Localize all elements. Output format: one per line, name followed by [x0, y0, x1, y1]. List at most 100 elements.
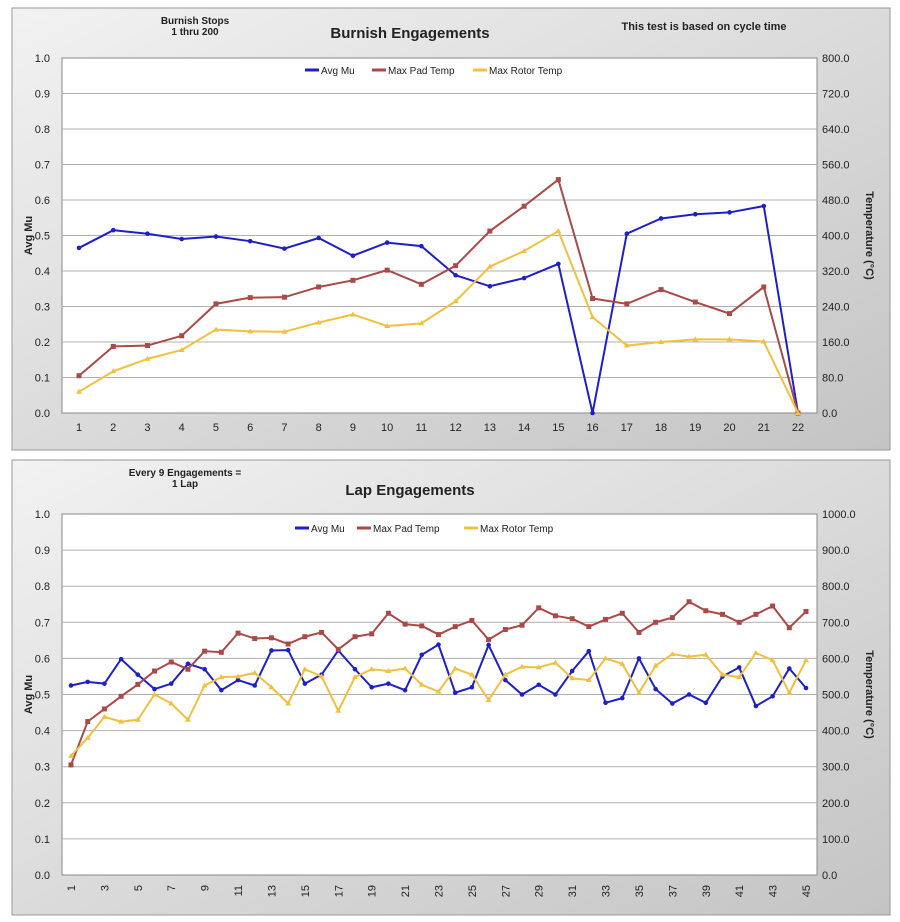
x-tick-label: 22 [792, 422, 804, 434]
data-point [110, 227, 116, 233]
y2-tick-label: 900.0 [822, 545, 850, 557]
data-point [135, 672, 141, 677]
data-point [218, 674, 225, 680]
data-point [218, 649, 224, 655]
x-tick-label: 23 [434, 885, 446, 897]
data-point [436, 632, 441, 638]
data-point [118, 656, 124, 662]
data-point [213, 234, 219, 239]
data-point [658, 339, 665, 344]
data-point [692, 299, 698, 305]
legend-label: Max Pad Temp [373, 524, 440, 535]
annotation-left: Every 9 Engagements = [129, 468, 242, 479]
data-point [770, 694, 775, 699]
x-tick-label: 1 [66, 885, 78, 891]
data-point [552, 613, 558, 619]
data-point [368, 666, 375, 672]
data-point [636, 629, 642, 635]
data-point [369, 631, 375, 637]
data-point [727, 311, 733, 317]
data-point [85, 679, 91, 685]
data-point [178, 346, 185, 352]
y-tick-label: 1.0 [35, 53, 50, 65]
data-point [652, 662, 659, 668]
x-tick-label: 19 [367, 885, 379, 897]
data-point [521, 248, 528, 254]
data-point [185, 666, 191, 672]
x-tick-label: 3 [144, 422, 150, 434]
x-tick-label: 9 [350, 422, 356, 434]
data-point [519, 692, 525, 697]
y2-axis-label: Temperature (°C) [863, 191, 875, 280]
x-tick-label: 19 [689, 422, 701, 434]
data-point [235, 673, 242, 679]
data-point [686, 599, 692, 605]
data-point [315, 319, 322, 325]
y-tick-label: 0.1 [35, 834, 50, 846]
data-point [281, 294, 287, 300]
y2-tick-label: 320.0 [822, 266, 850, 278]
data-point [385, 668, 392, 674]
x-tick-label: 1 [76, 422, 82, 434]
data-point [803, 608, 809, 614]
legend-label: Avg Mu [311, 524, 345, 535]
data-point [761, 284, 767, 290]
y2-tick-label: 0.0 [822, 870, 837, 882]
data-point [316, 235, 321, 241]
data-point [68, 683, 74, 688]
x-tick-label: 6 [247, 422, 253, 434]
x-tick-label: 17 [333, 885, 345, 897]
data-point [669, 651, 676, 657]
legend-label: Max Pad Temp [388, 66, 455, 77]
data-point [68, 752, 74, 758]
data-point [670, 701, 675, 706]
series-line-1 [78, 177, 799, 414]
data-point [68, 762, 74, 768]
data-point [589, 314, 596, 320]
x-tick-label: 15 [300, 885, 312, 897]
data-point [252, 683, 258, 688]
x-tick-label: 2 [110, 422, 116, 434]
data-point [719, 671, 726, 677]
y2-tick-label: 300.0 [822, 762, 850, 774]
data-point [285, 641, 291, 647]
data-point [753, 703, 759, 709]
x-tick-label: 41 [734, 885, 746, 897]
data-point [168, 681, 174, 686]
data-point [144, 343, 150, 349]
y-axis-label: Avg Mu [23, 675, 35, 714]
y-tick-label: 0.6 [35, 653, 50, 665]
data-point [753, 611, 759, 617]
chart-title: Burnish Engagements [330, 25, 489, 42]
data-point [402, 687, 408, 693]
annotation-right: This test is based on cycle time [621, 21, 786, 33]
x-tick-label: 10 [381, 422, 393, 434]
data-point [319, 629, 325, 635]
data-point [486, 637, 492, 643]
data-point [384, 240, 390, 245]
data-point [761, 203, 767, 209]
data-point [553, 692, 558, 697]
x-tick-label: 15 [552, 422, 564, 434]
data-point [653, 686, 658, 692]
data-point [736, 619, 742, 625]
data-point [369, 684, 374, 690]
x-tick-label: 27 [500, 885, 512, 897]
data-point [686, 653, 693, 659]
y2-tick-label: 800.0 [822, 581, 850, 593]
data-point [760, 338, 767, 344]
x-tick-label: 43 [768, 885, 780, 897]
data-point [251, 669, 258, 675]
data-point [247, 295, 253, 301]
y-tick-label: 0.7 [35, 160, 50, 172]
data-point [619, 610, 625, 616]
legend-label: Max Rotor Temp [489, 66, 563, 77]
x-tick-label: 45 [801, 885, 813, 897]
data-point [586, 648, 592, 654]
data-point [110, 343, 116, 349]
y2-axis-label: Temperature (°C) [863, 650, 875, 739]
data-point [556, 261, 561, 267]
data-point [487, 228, 493, 234]
data-point [352, 634, 358, 640]
